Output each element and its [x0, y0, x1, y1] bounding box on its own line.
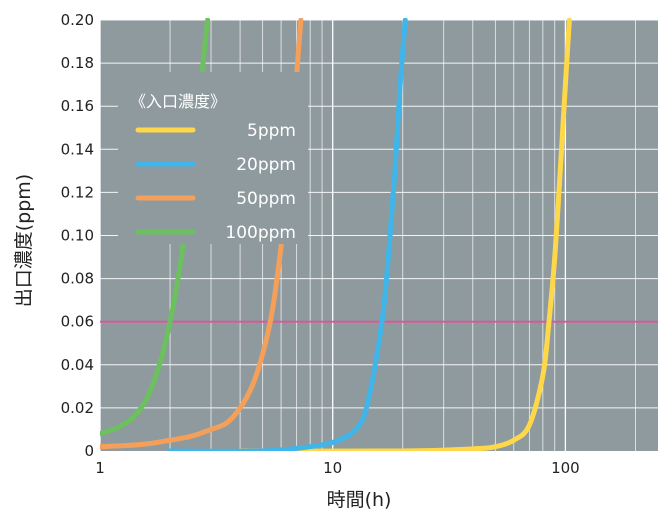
- x-tick-label: 1: [95, 459, 105, 477]
- y-tick-label: 0.10: [61, 227, 94, 245]
- y-tick-label: 0.20: [61, 11, 94, 29]
- y-tick-labels: 0 0.02 0.04 0.06 0.08 0.10 0.12 0.14 0.16 0.18 0.2…: [61, 11, 94, 460]
- y-tick-label: 0.06: [61, 313, 94, 331]
- y-tick-label: 0.04: [61, 356, 94, 374]
- legend-title: 《入口濃度》: [130, 92, 226, 111]
- x-tick-label: 10: [323, 459, 342, 477]
- x-tick-labels: 1 10 100: [95, 459, 579, 477]
- x-axis-title: 時間(h): [327, 489, 392, 511]
- legend-label: 5ppm: [247, 121, 296, 141]
- y-tick-label: 0.18: [61, 54, 94, 72]
- y-tick-label: 0.16: [61, 97, 94, 115]
- y-tick-label: 0: [84, 442, 94, 460]
- series-line-5ppm: [237, 18, 572, 451]
- y-axis-title: 出口濃度(ppm): [13, 174, 35, 307]
- legend-background: [118, 72, 308, 244]
- legend-label: 50ppm: [236, 189, 296, 209]
- y-tick-label: 0.08: [61, 270, 94, 288]
- legend: 《入口濃度》 5ppm 20ppm 50ppm 100ppm: [118, 72, 308, 244]
- y-tick-label: 0.12: [61, 183, 94, 201]
- legend-label: 100ppm: [225, 223, 296, 243]
- series-line-20ppm: [167, 18, 408, 451]
- legend-label: 20ppm: [236, 155, 296, 175]
- y-tick-label: 0.14: [61, 140, 94, 158]
- x-tick-label: 100: [551, 459, 580, 477]
- y-tick-label: 0.02: [61, 399, 94, 417]
